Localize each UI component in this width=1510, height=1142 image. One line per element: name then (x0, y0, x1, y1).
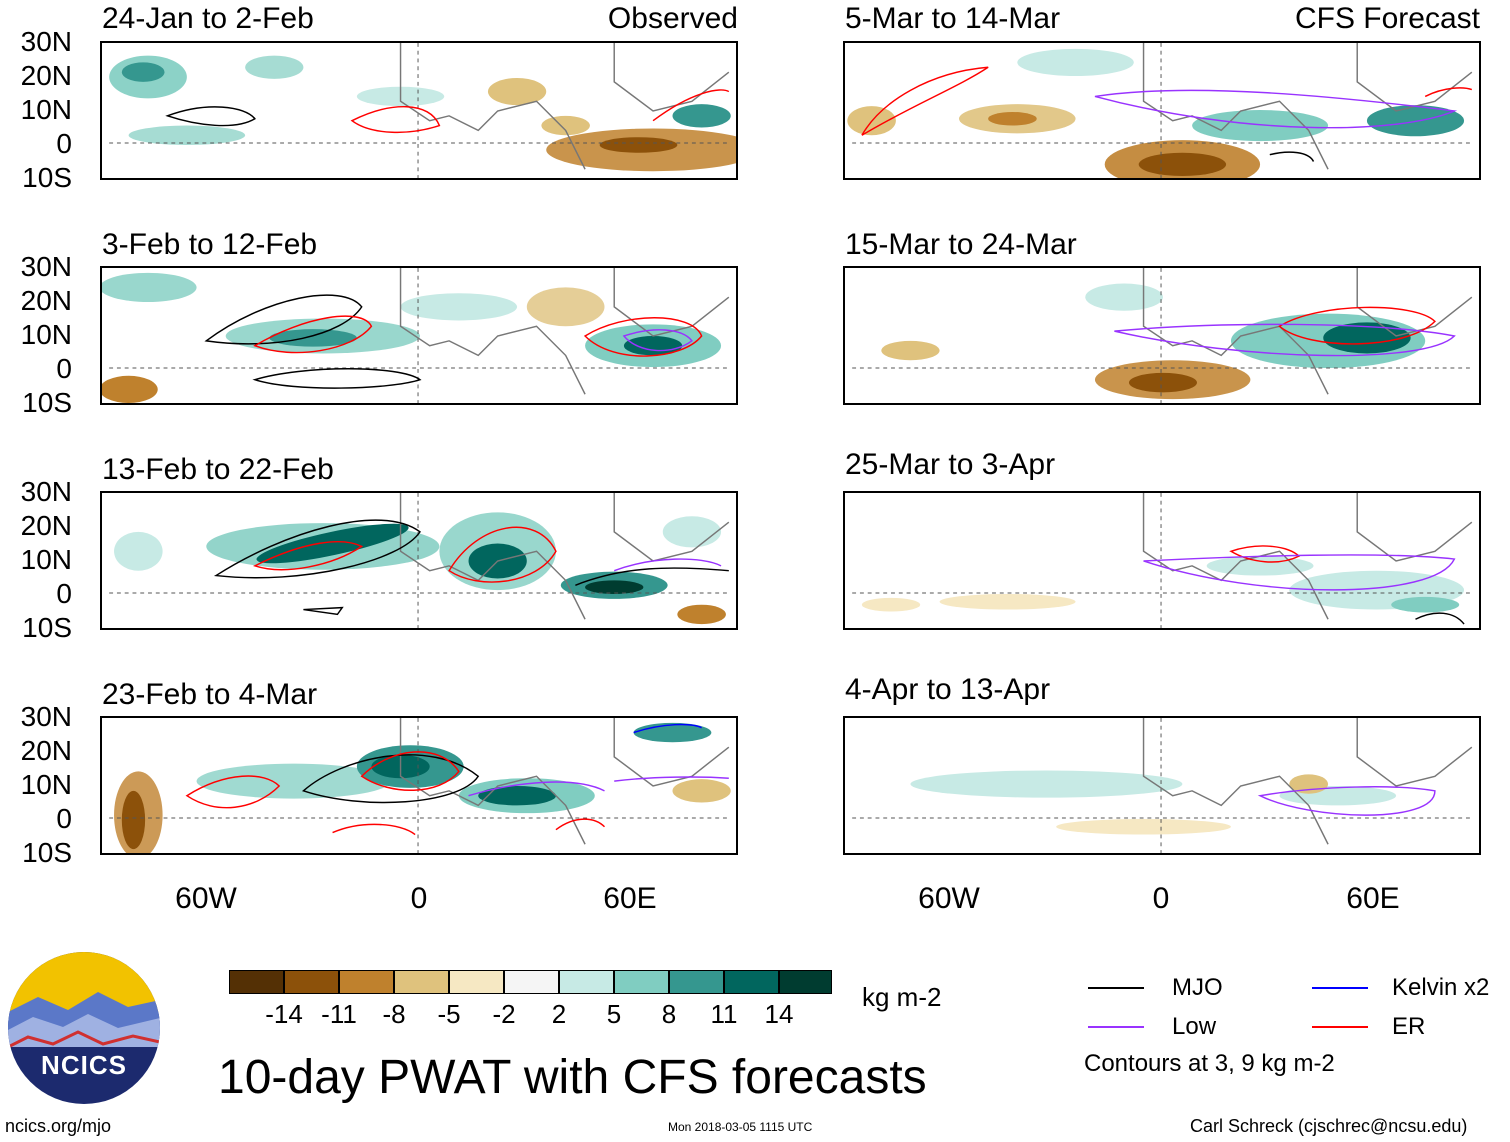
lat-label: 0 (56, 353, 72, 384)
lat-label: 20N (20, 510, 72, 541)
lat-label: 10S (22, 612, 72, 643)
legend-mjo-label: MJO (1172, 974, 1223, 1001)
lat-label: 10S (22, 387, 72, 418)
legend-er-label: ER (1392, 1013, 1426, 1040)
lat-label: 10N (20, 544, 72, 575)
mountain-logo-icon (8, 952, 160, 1104)
panel-title-8: 4-Apr to 13-Apr (845, 673, 1051, 706)
observed-label: Observed (607, 2, 738, 35)
colorbar-units: kg m-2 (862, 982, 942, 1012)
map-panel-3 (100, 491, 738, 630)
panel-title-7: 25-Mar to 3-Apr (845, 448, 1056, 481)
lat-label: 10N (20, 94, 72, 125)
panel-title-3: 13-Feb to 22-Feb (102, 453, 334, 486)
contour-note: Contours at 3, 9 kg m-2 (1084, 1050, 1335, 1077)
colorbar-box (504, 970, 559, 994)
panel-title-1: 24-Jan to 2-Feb (102, 2, 314, 35)
lat-label: 0 (56, 128, 72, 159)
legend-er-line (1312, 1026, 1368, 1028)
colorbar-label: 2 (551, 999, 567, 1029)
colorbar-label: -11 (321, 999, 357, 1029)
panel-title-6: 15-Mar to 24-Mar (845, 228, 1077, 261)
lat-label: 10N (20, 319, 72, 350)
colorbar-label: 14 (764, 999, 794, 1029)
colorbar-label: -5 (437, 999, 461, 1029)
map-5-graphic (847, 43, 1473, 178)
map-panel-7 (843, 491, 1481, 630)
colorbar-label: -2 (492, 999, 516, 1029)
legend-mjo-line (1088, 987, 1144, 989)
lat-label: 20N (20, 735, 72, 766)
map-panel-4 (100, 716, 738, 855)
map-1-graphic (109, 43, 736, 178)
legend-kelvin-line (1312, 987, 1368, 989)
colorbar-box (614, 970, 669, 994)
legend-kelvin-label: Kelvin x2 (1392, 974, 1490, 1001)
lat-label: 10S (22, 837, 72, 868)
lat-label: 0 (56, 803, 72, 834)
map-panel-8 (843, 716, 1481, 855)
map-6-graphic (852, 268, 1473, 403)
lon-label-60w: 60W (175, 882, 237, 915)
map-4-graphic (109, 718, 731, 853)
colorbar-label: -8 (382, 999, 406, 1029)
map-panel-6 (843, 266, 1481, 405)
lat-label: 10S (22, 162, 72, 193)
lon-label-60w: 60W (918, 882, 980, 915)
logo-text: NCICS (41, 1050, 127, 1080)
map-7-graphic (852, 493, 1473, 628)
map-2-graphic (102, 268, 730, 403)
timestamp: Mon 2018-03-05 1115 UTC (668, 1120, 813, 1134)
site-link[interactable]: ncics.org/mjo (5, 1116, 112, 1136)
colorbar-box (779, 970, 832, 994)
lat-label: 10N (20, 769, 72, 800)
author-credit: Carl Schreck (cjschrec@ncsu.edu) (1190, 1116, 1468, 1136)
colorbar-box (229, 970, 284, 994)
ncics-logo: NCICS (8, 952, 160, 1104)
colorbar-box (669, 970, 724, 994)
lat-label: 30N (20, 476, 72, 507)
lat-label: 20N (20, 285, 72, 316)
forecast-label: CFS Forecast (1294, 2, 1480, 35)
colorbar-box (394, 970, 449, 994)
colorbar-box (339, 970, 394, 994)
map-panel-1 (100, 41, 738, 180)
panel-title-4: 23-Feb to 4-Mar (102, 678, 318, 711)
lat-label: 0 (56, 578, 72, 609)
lat-label: 30N (20, 26, 72, 57)
lon-label-0: 0 (410, 882, 428, 915)
lat-label: 30N (20, 701, 72, 732)
map-3-graphic (109, 493, 730, 628)
lat-label: 20N (20, 60, 72, 91)
colorbar-box (449, 970, 504, 994)
colorbar-box (559, 970, 614, 994)
colorbar-box (724, 970, 779, 994)
colorbar-label: 11 (710, 999, 738, 1029)
lat-label: 30N (20, 251, 72, 282)
map-panel-5 (843, 41, 1481, 180)
panel-title-2: 3-Feb to 12-Feb (102, 228, 318, 261)
legend-low-label: Low (1172, 1013, 1217, 1040)
legend-low-line (1088, 1026, 1144, 1028)
figure-title: 10-day PWAT with CFS forecasts (218, 1051, 927, 1104)
colorbar-label: 5 (606, 999, 622, 1029)
lon-label-60e: 60E (603, 882, 657, 915)
panel-title-5: 5-Mar to 14-Mar (845, 2, 1061, 35)
colorbar-box (284, 970, 339, 994)
colorbar-label: 8 (661, 999, 677, 1029)
map-8-graphic (852, 718, 1473, 853)
lon-label-60e: 60E (1346, 882, 1400, 915)
lon-label-0: 0 (1152, 882, 1170, 915)
map-panel-2 (100, 266, 738, 405)
colorbar-label: -14 (265, 999, 303, 1029)
